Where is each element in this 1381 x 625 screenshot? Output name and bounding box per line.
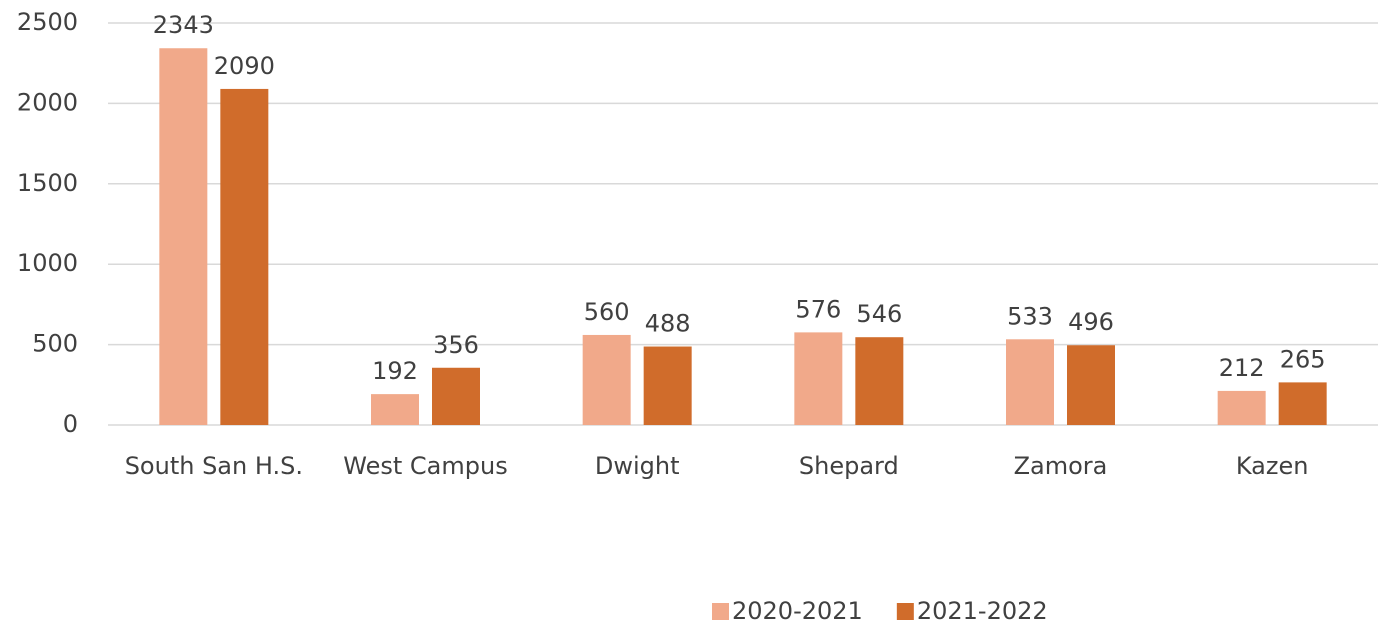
legend-swatch [712, 603, 729, 620]
bar [643, 346, 692, 425]
x-tick-label: South San H.S. [125, 452, 303, 480]
bar [582, 334, 631, 425]
data-label: 560 [584, 298, 630, 326]
bar [1067, 345, 1115, 425]
x-tick-label: West Campus [343, 452, 507, 480]
data-label: 265 [1280, 345, 1326, 373]
data-label: 576 [795, 295, 841, 323]
y-tick-label: 0 [63, 410, 78, 438]
bar [432, 367, 480, 425]
data-label: 356 [433, 331, 479, 359]
bar [1278, 382, 1327, 425]
legend-label: 2020-2021 [732, 597, 863, 625]
y-tick-label: 1000 [17, 249, 78, 277]
bar [1217, 390, 1266, 425]
legend-swatch [896, 603, 914, 620]
bar [159, 48, 208, 425]
data-label: 496 [1068, 308, 1114, 336]
data-label: 2090 [214, 52, 275, 80]
x-tick-label: Shepard [799, 452, 899, 480]
data-label: 192 [372, 357, 418, 385]
bar [855, 337, 904, 425]
data-label: 212 [1219, 354, 1265, 382]
y-tick-label: 2500 [17, 8, 78, 36]
y-tick-label: 500 [32, 330, 78, 358]
bar [220, 88, 269, 425]
legend-label: 2021-2022 [917, 597, 1048, 625]
x-tick-label: Zamora [1014, 452, 1108, 480]
y-tick-label: 1500 [17, 169, 78, 197]
bar [1006, 339, 1054, 425]
data-label: 488 [645, 310, 691, 338]
bar [794, 332, 843, 425]
y-tick-label: 2000 [17, 88, 78, 116]
x-tick-label: Dwight [595, 452, 680, 480]
data-label: 2343 [153, 11, 214, 39]
bar [371, 394, 419, 425]
x-tick-label: Kazen [1236, 452, 1309, 480]
data-label: 546 [856, 300, 902, 328]
data-label: 533 [1007, 302, 1053, 330]
